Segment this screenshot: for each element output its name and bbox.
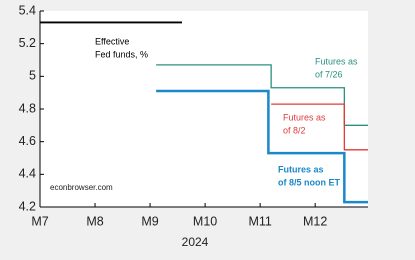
annotation: of 8/2: [283, 125, 306, 135]
y-tick-label: 4.8: [19, 101, 36, 115]
x-tick-label: M11: [248, 214, 271, 228]
x-tick-label: M12: [303, 214, 327, 228]
annotation: Effective: [95, 36, 129, 46]
y-tick-label: 4.4: [19, 167, 36, 181]
y-tick-label: 5.4: [19, 3, 36, 17]
x-tick-label: M7: [31, 214, 48, 228]
x-tick-label: M9: [141, 214, 158, 228]
x-tick-label: M10: [193, 214, 217, 228]
y-tick-label: 4.2: [19, 199, 36, 213]
plot-area: [40, 11, 368, 207]
x-tick-label: M8: [86, 214, 103, 228]
source-note: econbrowser.com: [50, 183, 113, 192]
annotation: of 8/5 noon ET: [278, 177, 341, 187]
annotation: Futures as: [283, 112, 326, 122]
y-tick-label: 5: [29, 69, 36, 83]
series-line: [156, 64, 368, 126]
y-tick-label: 4.6: [19, 134, 36, 148]
annotation: Futures as: [315, 56, 358, 66]
annotation: of 7/26: [315, 69, 343, 79]
x-axis-label: 2024: [182, 235, 209, 249]
y-tick-label: 5.2: [19, 36, 36, 50]
series-line: [156, 89, 368, 204]
annotation: Futures as: [278, 164, 324, 174]
annotation: Fed funds, %: [95, 49, 148, 59]
series-line: [271, 103, 368, 151]
